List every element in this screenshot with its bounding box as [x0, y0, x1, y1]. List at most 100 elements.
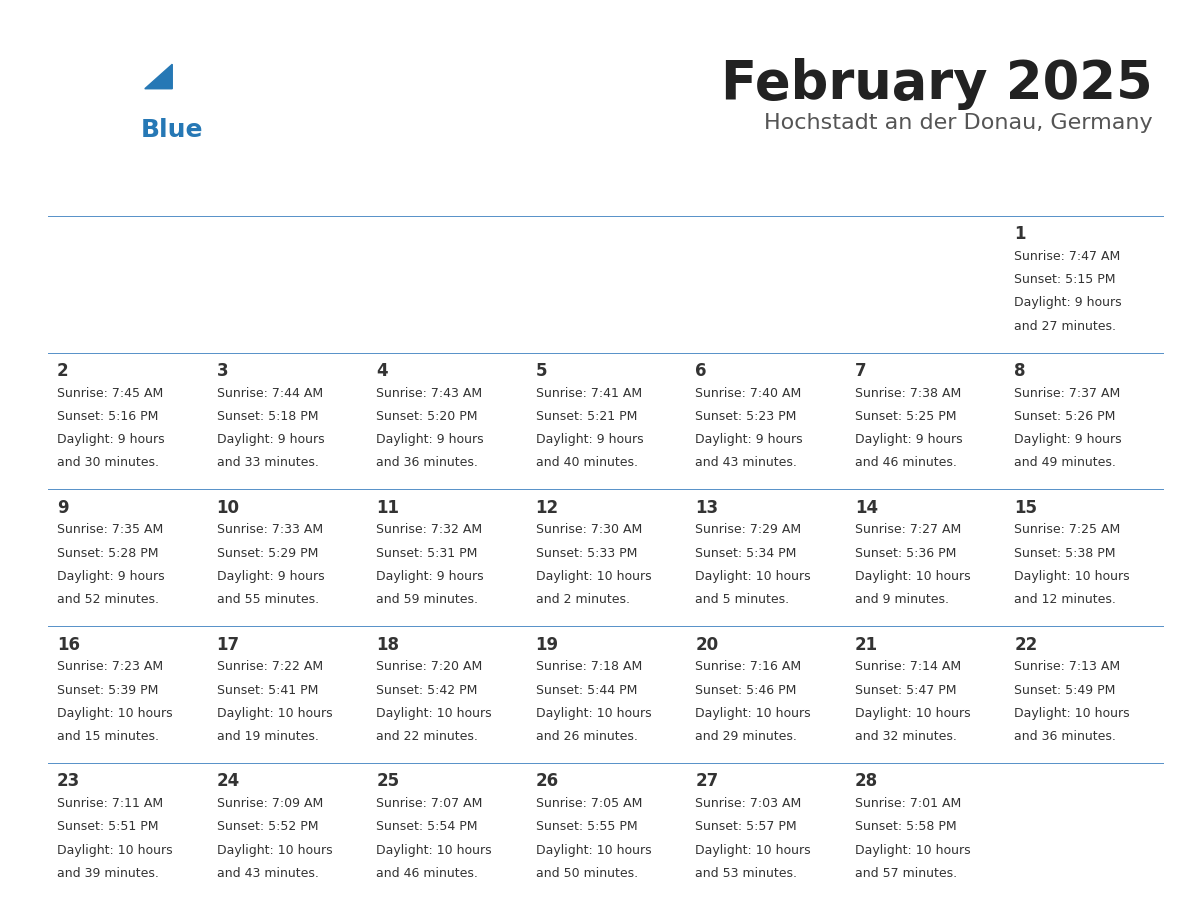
Text: Sunset: 5:41 PM: Sunset: 5:41 PM	[216, 684, 318, 697]
Text: Thursday: Thursday	[694, 182, 781, 199]
Text: Sunrise: 7:37 AM: Sunrise: 7:37 AM	[1015, 386, 1120, 399]
Text: Sunset: 5:49 PM: Sunset: 5:49 PM	[1015, 684, 1116, 697]
Text: Sunrise: 7:45 AM: Sunrise: 7:45 AM	[57, 386, 163, 399]
Text: Sunset: 5:36 PM: Sunset: 5:36 PM	[854, 547, 956, 560]
Text: Sunrise: 7:43 AM: Sunrise: 7:43 AM	[377, 386, 482, 399]
Text: Sunset: 5:55 PM: Sunset: 5:55 PM	[536, 821, 637, 834]
Text: Sunset: 5:16 PM: Sunset: 5:16 PM	[57, 410, 158, 423]
Text: Sunrise: 7:29 AM: Sunrise: 7:29 AM	[695, 523, 802, 536]
Text: Daylight: 9 hours: Daylight: 9 hours	[377, 570, 484, 583]
Text: Sunrise: 7:40 AM: Sunrise: 7:40 AM	[695, 386, 802, 399]
Text: and 36 minutes.: and 36 minutes.	[377, 456, 478, 469]
Text: Sunrise: 7:07 AM: Sunrise: 7:07 AM	[377, 797, 482, 810]
Text: Daylight: 9 hours: Daylight: 9 hours	[57, 570, 165, 583]
Text: Sunrise: 7:14 AM: Sunrise: 7:14 AM	[854, 660, 961, 673]
Text: Daylight: 10 hours: Daylight: 10 hours	[216, 844, 333, 856]
Text: Daylight: 10 hours: Daylight: 10 hours	[536, 844, 651, 856]
Text: Daylight: 9 hours: Daylight: 9 hours	[1015, 433, 1121, 446]
Text: and 46 minutes.: and 46 minutes.	[377, 867, 478, 879]
Text: Daylight: 10 hours: Daylight: 10 hours	[695, 570, 811, 583]
Text: and 39 minutes.: and 39 minutes.	[57, 867, 159, 879]
Text: and 55 minutes.: and 55 minutes.	[216, 593, 318, 606]
Text: 24: 24	[216, 772, 240, 790]
Text: Sunset: 5:26 PM: Sunset: 5:26 PM	[1015, 410, 1116, 423]
Text: 5: 5	[536, 362, 548, 380]
Text: 28: 28	[854, 772, 878, 790]
Text: Daylight: 10 hours: Daylight: 10 hours	[1015, 707, 1130, 720]
Text: 12: 12	[536, 498, 558, 517]
Text: Monday: Monday	[215, 182, 289, 199]
Text: Daylight: 10 hours: Daylight: 10 hours	[57, 707, 172, 720]
Text: Daylight: 9 hours: Daylight: 9 hours	[57, 433, 165, 446]
Text: and 29 minutes.: and 29 minutes.	[695, 730, 797, 743]
Text: Sunset: 5:29 PM: Sunset: 5:29 PM	[216, 547, 318, 560]
Text: and 12 minutes.: and 12 minutes.	[1015, 593, 1117, 606]
Text: and 30 minutes.: and 30 minutes.	[57, 456, 159, 469]
Text: Daylight: 10 hours: Daylight: 10 hours	[377, 707, 492, 720]
Text: Sunset: 5:39 PM: Sunset: 5:39 PM	[57, 684, 158, 697]
Text: 1: 1	[1015, 225, 1025, 243]
Text: and 15 minutes.: and 15 minutes.	[57, 730, 159, 743]
Text: Sunset: 5:57 PM: Sunset: 5:57 PM	[695, 821, 797, 834]
Text: Daylight: 10 hours: Daylight: 10 hours	[216, 707, 333, 720]
Text: 22: 22	[1015, 635, 1037, 654]
Text: Sunset: 5:31 PM: Sunset: 5:31 PM	[377, 547, 478, 560]
Text: 6: 6	[695, 362, 707, 380]
Text: Sunrise: 7:32 AM: Sunrise: 7:32 AM	[377, 523, 482, 536]
Text: Sunset: 5:44 PM: Sunset: 5:44 PM	[536, 684, 637, 697]
Text: Sunset: 5:47 PM: Sunset: 5:47 PM	[854, 684, 956, 697]
Text: 14: 14	[854, 498, 878, 517]
Text: 27: 27	[695, 772, 719, 790]
Text: and 19 minutes.: and 19 minutes.	[216, 730, 318, 743]
Text: and 2 minutes.: and 2 minutes.	[536, 593, 630, 606]
Text: Sunrise: 7:30 AM: Sunrise: 7:30 AM	[536, 523, 642, 536]
Text: and 22 minutes.: and 22 minutes.	[377, 730, 478, 743]
Text: Daylight: 10 hours: Daylight: 10 hours	[854, 844, 971, 856]
Text: Daylight: 10 hours: Daylight: 10 hours	[854, 707, 971, 720]
Text: and 33 minutes.: and 33 minutes.	[216, 456, 318, 469]
Text: Daylight: 10 hours: Daylight: 10 hours	[57, 844, 172, 856]
Text: 21: 21	[854, 635, 878, 654]
Text: and 40 minutes.: and 40 minutes.	[536, 456, 638, 469]
Text: Sunrise: 7:47 AM: Sunrise: 7:47 AM	[1015, 250, 1120, 263]
Polygon shape	[145, 64, 172, 89]
Text: 2: 2	[57, 362, 69, 380]
Text: 8: 8	[1015, 362, 1025, 380]
Text: Sunset: 5:51 PM: Sunset: 5:51 PM	[57, 821, 158, 834]
Text: Sunset: 5:34 PM: Sunset: 5:34 PM	[695, 547, 797, 560]
Text: Sunrise: 7:03 AM: Sunrise: 7:03 AM	[695, 797, 802, 810]
Text: 7: 7	[854, 362, 866, 380]
Text: Sunrise: 7:22 AM: Sunrise: 7:22 AM	[216, 660, 323, 673]
Text: 20: 20	[695, 635, 719, 654]
Text: Sunrise: 7:44 AM: Sunrise: 7:44 AM	[216, 386, 323, 399]
Text: and 43 minutes.: and 43 minutes.	[695, 456, 797, 469]
Text: Sunrise: 7:09 AM: Sunrise: 7:09 AM	[216, 797, 323, 810]
Text: 15: 15	[1015, 498, 1037, 517]
Text: and 49 minutes.: and 49 minutes.	[1015, 456, 1117, 469]
Text: 9: 9	[57, 498, 69, 517]
Text: Sunset: 5:33 PM: Sunset: 5:33 PM	[536, 547, 637, 560]
Text: 4: 4	[377, 362, 387, 380]
Text: Daylight: 9 hours: Daylight: 9 hours	[854, 433, 962, 446]
Text: 10: 10	[216, 498, 240, 517]
Text: Daylight: 10 hours: Daylight: 10 hours	[695, 707, 811, 720]
Text: Sunrise: 7:23 AM: Sunrise: 7:23 AM	[57, 660, 163, 673]
Text: Sunrise: 7:27 AM: Sunrise: 7:27 AM	[854, 523, 961, 536]
Text: Sunset: 5:54 PM: Sunset: 5:54 PM	[377, 821, 478, 834]
Text: 11: 11	[377, 498, 399, 517]
Text: Sunrise: 7:05 AM: Sunrise: 7:05 AM	[536, 797, 642, 810]
Text: Sunset: 5:38 PM: Sunset: 5:38 PM	[1015, 547, 1116, 560]
Text: Daylight: 9 hours: Daylight: 9 hours	[216, 570, 324, 583]
Text: Sunrise: 7:16 AM: Sunrise: 7:16 AM	[695, 660, 802, 673]
Text: Sunset: 5:52 PM: Sunset: 5:52 PM	[216, 821, 318, 834]
Text: Daylight: 9 hours: Daylight: 9 hours	[216, 433, 324, 446]
Text: Daylight: 9 hours: Daylight: 9 hours	[377, 433, 484, 446]
Text: Daylight: 10 hours: Daylight: 10 hours	[695, 844, 811, 856]
Text: 18: 18	[377, 635, 399, 654]
Text: Sunday: Sunday	[56, 182, 125, 199]
Text: 16: 16	[57, 635, 80, 654]
Text: 23: 23	[57, 772, 81, 790]
Text: Daylight: 10 hours: Daylight: 10 hours	[536, 570, 651, 583]
Text: and 52 minutes.: and 52 minutes.	[57, 593, 159, 606]
Text: Saturday: Saturday	[1012, 182, 1098, 199]
